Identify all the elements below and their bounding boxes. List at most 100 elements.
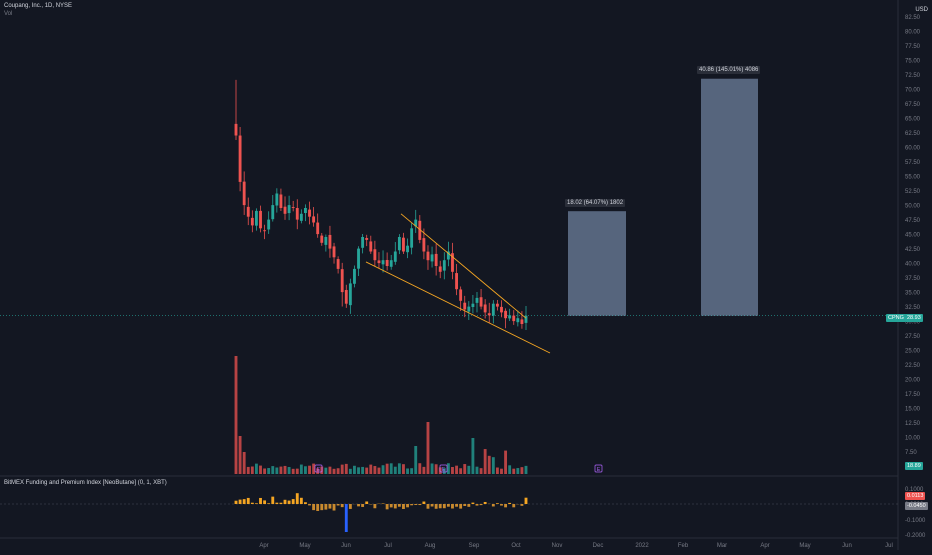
volume-tag: 18.89 — [905, 462, 923, 470]
volume-bar — [353, 466, 356, 474]
osc-bar — [406, 504, 409, 507]
osc-bar — [455, 504, 458, 507]
volume-bar — [463, 464, 466, 474]
time-tick-label: Apr — [760, 543, 769, 549]
candle-body — [271, 205, 274, 219]
volume-bar — [480, 468, 483, 474]
target-box — [568, 211, 626, 316]
osc-bar — [418, 504, 421, 505]
osc-bar — [288, 501, 291, 504]
time-tick-label: May — [299, 543, 310, 549]
osc-bar — [308, 504, 311, 505]
time-tick-label: Jul — [384, 543, 392, 549]
osc-bar — [275, 503, 278, 504]
osc-bar — [345, 504, 348, 532]
price-tick-label: 25.00 — [905, 349, 921, 355]
target-label-1: 18.02 (64.07%) 1802 — [565, 199, 625, 207]
candle-body — [324, 237, 327, 245]
volume-bar — [255, 464, 258, 474]
price-tick-label: 37.50 — [905, 276, 921, 282]
candle-body — [341, 269, 344, 292]
candle-body — [410, 228, 413, 247]
volume-bar — [394, 467, 397, 474]
volume-bar — [271, 466, 274, 474]
time-tick-label: Mar — [717, 543, 727, 549]
volume-bar — [247, 467, 250, 474]
candle-body — [373, 249, 376, 260]
volume-bar — [312, 464, 315, 474]
volume-bar — [508, 465, 511, 474]
volume-bar — [406, 468, 409, 474]
volume-bar — [373, 466, 376, 474]
osc-bar — [471, 503, 474, 504]
volume-bar — [488, 456, 491, 474]
osc-bar — [512, 504, 515, 507]
volume-bar — [414, 446, 417, 474]
time-tick-label: Aug — [425, 543, 436, 549]
candle-body — [292, 207, 295, 208]
osc-bar — [398, 504, 401, 507]
candle-body — [300, 214, 303, 221]
candle-body — [255, 211, 258, 226]
volume-bar — [520, 467, 523, 474]
osc-tick-label: -0.1000 — [905, 518, 926, 524]
osc-bar — [427, 504, 430, 509]
price-tick-label: 45.00 — [905, 233, 921, 239]
volume-bar — [251, 466, 254, 474]
osc-bar — [414, 504, 417, 505]
volume-bar — [422, 467, 425, 474]
osc-bar — [492, 504, 495, 506]
osc-bar — [324, 504, 327, 510]
candle-body — [259, 211, 262, 228]
volume-bar — [476, 467, 479, 474]
volume-bar — [427, 422, 430, 474]
volume-bar — [288, 467, 291, 474]
target-box — [701, 79, 758, 316]
current-price-tag: 28.93 — [905, 314, 923, 322]
volume-bar — [496, 468, 499, 474]
osc-bar — [373, 504, 376, 508]
price-tick-label: 22.50 — [905, 363, 921, 369]
volume-bar — [341, 465, 344, 474]
osc-bar — [422, 502, 425, 504]
price-tick-label: 40.00 — [905, 262, 921, 268]
price-tick-label: 72.50 — [905, 73, 921, 79]
candle-body — [480, 297, 483, 306]
volume-bar — [455, 466, 458, 474]
osc-bar — [431, 504, 434, 506]
candle-body — [312, 216, 315, 222]
candle-body — [500, 307, 503, 313]
candle-body — [455, 273, 458, 289]
volume-legend: Vol — [4, 11, 12, 17]
osc-bar — [280, 503, 283, 504]
osc-bar — [304, 502, 307, 504]
candle-body — [459, 289, 462, 300]
volume-bar — [345, 464, 348, 474]
volume-bar — [296, 469, 299, 474]
osc-bar — [316, 504, 319, 511]
candle-body — [488, 313, 491, 315]
osc-bar — [333, 504, 336, 511]
candle-body — [378, 260, 381, 263]
candle-body — [349, 283, 352, 305]
candle-body — [422, 238, 425, 251]
volume-bar — [492, 457, 495, 474]
osc-bar — [525, 498, 528, 504]
candle-body — [365, 238, 368, 240]
volume-bar — [504, 451, 507, 474]
currency-label: USD — [915, 6, 928, 14]
candle-body — [239, 136, 242, 182]
candle-body — [275, 194, 278, 206]
osc-bar — [484, 502, 487, 504]
volume-bar — [333, 469, 336, 474]
chart-title: Coupang, Inc., 1D, NYSE — [4, 3, 72, 9]
osc-bar — [284, 500, 287, 504]
candle-body — [390, 260, 393, 267]
time-tick-label: May — [799, 543, 810, 549]
volume-bar — [500, 469, 503, 474]
candle-body — [516, 318, 519, 322]
candle-body — [304, 208, 307, 213]
candle-body — [394, 252, 397, 262]
